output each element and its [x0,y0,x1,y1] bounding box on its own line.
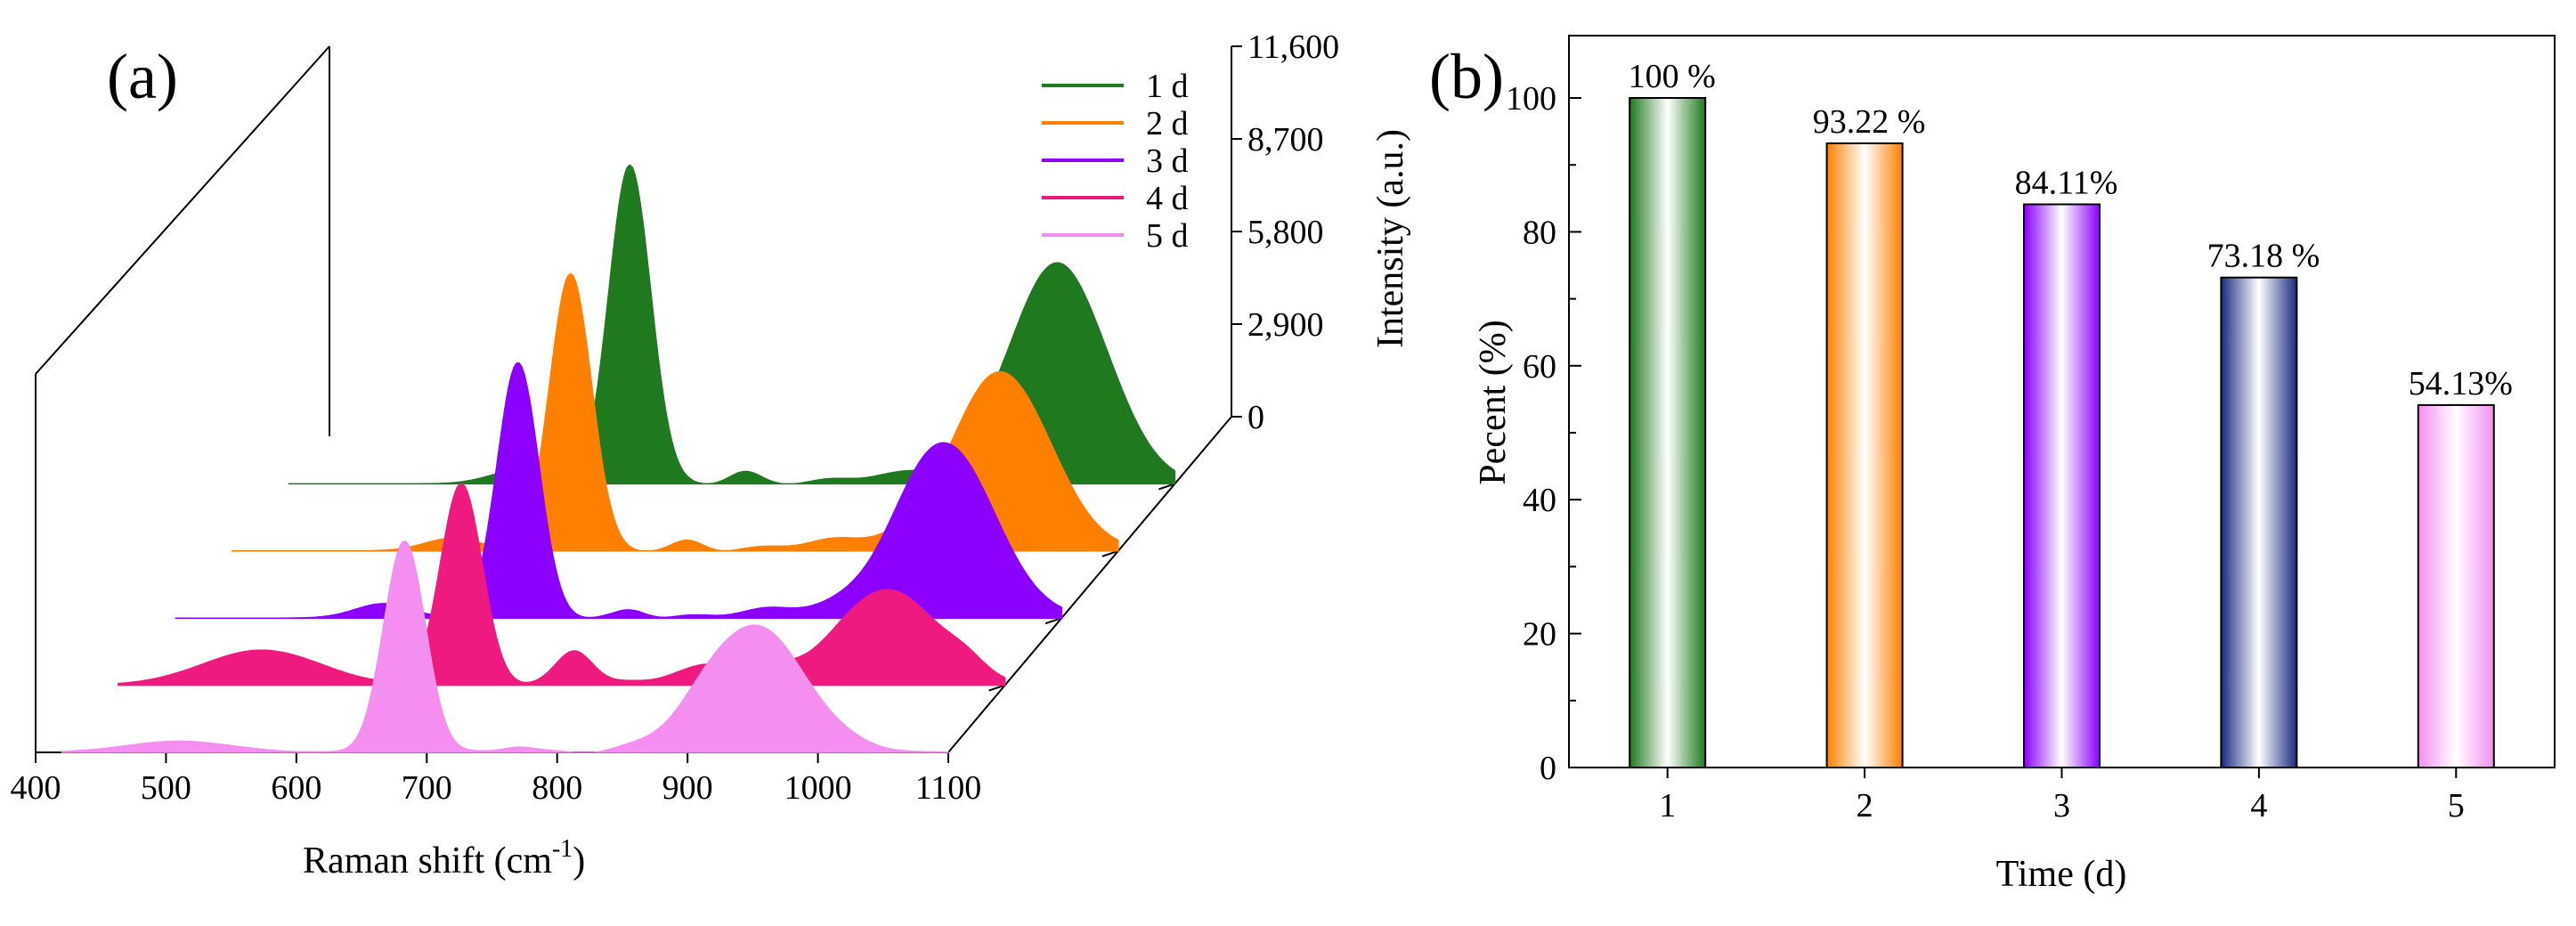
x-tick-label: 1000 [784,769,852,807]
x-axis-title: Time (d) [1996,854,2127,895]
bar-5 [2417,403,2495,768]
bar-data-label: 93.22 % [1813,103,1926,141]
x-axis-ticks: 1 2 3 4 5 [1659,768,2465,824]
legend-label: 1 d [1146,68,1189,105]
depth-tick [1158,483,1175,491]
x-tick-label: 800 [532,769,582,807]
x-axis-title: Raman shift (cm-1) [303,835,585,881]
spectrum-5d [61,540,949,753]
panel-b-bar-chart: (b) 0 20 40 60 80 100 100 % 93.22 % 84.11% 73.18… [1429,35,2556,895]
bar-2 [1825,142,1904,768]
y-tick-label: 100 [1506,80,1556,118]
x-tick-label: 400 [11,769,61,807]
bar-data-label: 54.13% [2409,365,2513,402]
depth-tick [988,684,1005,692]
depth-tick [1044,617,1062,625]
x-tick-label: 1100 [915,769,982,807]
panel-b-label: (b) [1429,41,1504,112]
spectrum-4d [118,483,1006,686]
x-tick-label: 700 [402,769,452,807]
panel-a-label: (a) [107,41,178,112]
x-tick-label: 4 [2250,787,2267,824]
bar-4 [2220,276,2298,768]
x-axis-title-main: Raman shift (cm [303,841,552,881]
x-tick-label: 1 [1659,787,1676,824]
intensity-tick-label: 2,900 [1247,306,1324,344]
depth-axis-ticks [988,483,1175,692]
bar-data-label: 84.11% [2015,164,2118,201]
y-axis-ticks: 0 20 40 60 80 100 [1506,80,1581,787]
x-axis-title-close: ) [573,841,585,881]
bar-data-label: 73.18 % [2207,238,2320,275]
y-tick-label: 0 [1540,750,1556,787]
depth-tick [1101,549,1119,557]
y-tick-label: 40 [1523,482,1556,519]
intensity-tick-label: 8,700 [1247,121,1324,158]
x-tick-label: 500 [141,769,191,807]
bar-1 [1629,97,1707,768]
intensity-axis-ticks: 0 2,900 5,800 8,700 11,600 [1231,28,1339,436]
spectra-series [61,164,1176,753]
legend-label: 4 d [1146,180,1189,217]
y-axis-title: Pecent (%) [1473,320,1514,484]
spectrum-1d [288,164,1176,485]
legend-label: 5 d [1146,217,1189,255]
intensity-tick-label: 11,600 [1247,28,1339,66]
intensity-tick-label: 0 [1247,399,1264,436]
x-tick-label: 5 [2448,787,2465,824]
x-axis-ticks: 400 500 600 700 800 900 1000 1100 [11,752,982,807]
bar-data-label: 100 % [1629,58,1716,95]
spectrum-3d [175,362,1062,619]
y-tick-label: 80 [1523,214,1556,251]
x-tick-label: 3 [2053,787,2070,824]
x-axis-title-superscript: -1 [552,835,573,863]
y-tick-label: 60 [1523,348,1556,386]
legend-label: 2 d [1146,105,1189,142]
bar-3 [2023,203,2101,768]
x-tick-label: 600 [271,769,321,807]
side-wall-top-edge [35,45,330,375]
x-tick-label: 2 [1857,787,1873,824]
spectrum-2d [232,272,1119,552]
x-tick-label: 900 [662,769,713,807]
legend-label: 3 d [1146,142,1189,180]
panel-a-waterfall-chart: (a) 400 500 600 700 800 900 1000 1100 0 2,900 5,8… [11,28,1412,881]
intensity-axis-title: Intensity (a.u.) [1370,129,1411,348]
legend: 1 d2 d3 d4 d5 d [1042,68,1189,255]
y-tick-label: 20 [1523,616,1556,654]
bars: 100 % 93.22 % 84.11% 73.18 % 54.13% [1629,58,2513,768]
intensity-tick-label: 5,800 [1247,214,1324,251]
depth-axis-line [947,416,1232,753]
